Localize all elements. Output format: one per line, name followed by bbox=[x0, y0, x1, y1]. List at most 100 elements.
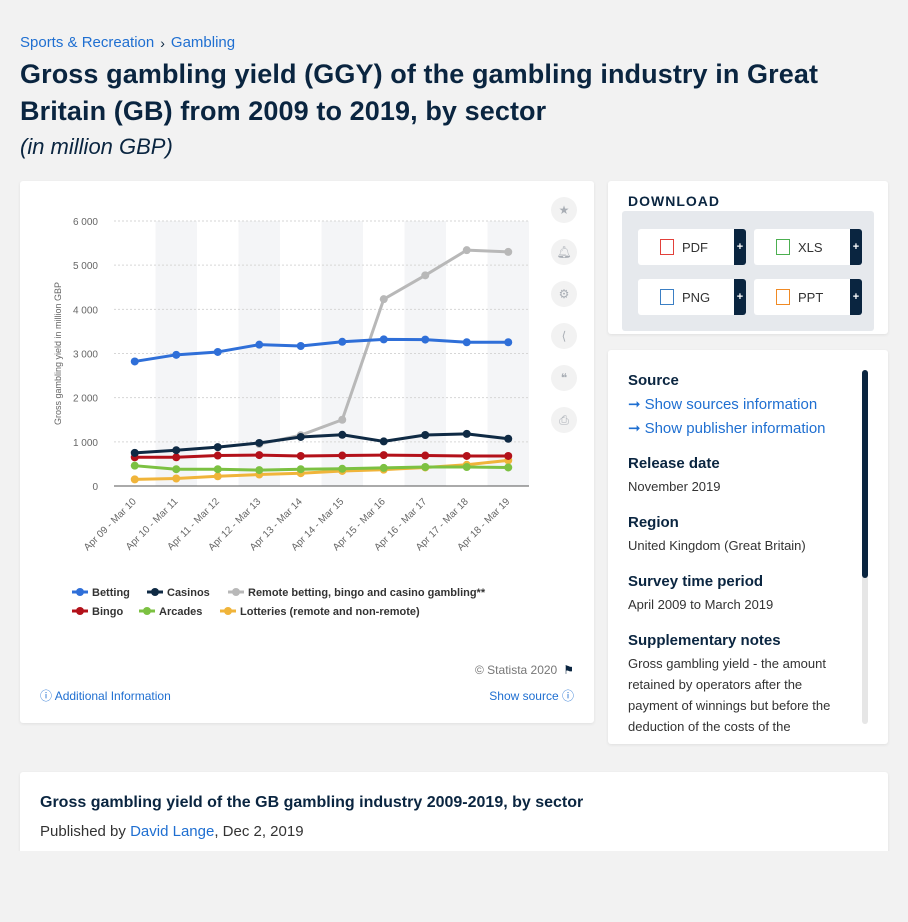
data-point bbox=[255, 340, 264, 349]
breadcrumb-item-sports[interactable]: Sports & Recreation bbox=[20, 34, 155, 51]
ppt-icon bbox=[776, 289, 790, 305]
data-point bbox=[255, 466, 264, 475]
info-scrollbar-thumb[interactable] bbox=[862, 370, 868, 578]
arrow-right-icon: ➞ bbox=[628, 396, 641, 413]
region-heading: Region bbox=[628, 514, 679, 531]
data-point bbox=[213, 347, 222, 356]
page-subtitle: (in million GBP) bbox=[20, 134, 173, 159]
source-heading: Source bbox=[628, 372, 679, 389]
y-tick-label: 5 000 bbox=[73, 261, 98, 272]
download-title: DOWNLOAD bbox=[628, 193, 720, 209]
data-point bbox=[296, 432, 305, 441]
breadcrumb-separator: › bbox=[160, 34, 165, 51]
legend-marker bbox=[232, 588, 240, 596]
y-axis-label: Gross gambling yield in million GBP bbox=[53, 282, 63, 425]
data-point bbox=[504, 463, 513, 472]
data-point bbox=[504, 338, 513, 347]
data-point bbox=[462, 429, 471, 438]
legend-label: Bingo bbox=[92, 606, 123, 618]
show-sources-link[interactable]: ➞ Show sources information bbox=[628, 393, 850, 417]
download-ppt-label: PPT bbox=[798, 289, 824, 305]
data-point bbox=[462, 463, 471, 472]
additional-info-label: Additional Information bbox=[54, 689, 171, 703]
legend-marker bbox=[224, 607, 232, 615]
download-xls-label: XLS bbox=[798, 239, 823, 255]
data-point bbox=[296, 451, 305, 460]
download-ppt-plus[interactable]: + bbox=[850, 279, 862, 315]
published-by-label: Published by bbox=[40, 823, 126, 840]
data-point bbox=[130, 475, 139, 484]
data-point bbox=[504, 247, 513, 256]
download-ppt-button[interactable]: PPT + bbox=[754, 279, 862, 315]
show-source-link[interactable]: Show source ⓘ bbox=[489, 687, 574, 704]
breadcrumb: Sports & Recreation › Gambling bbox=[20, 34, 235, 51]
data-point bbox=[379, 463, 388, 472]
bottom-band bbox=[0, 851, 908, 922]
data-point bbox=[130, 357, 139, 366]
data-point bbox=[255, 438, 264, 447]
additional-info-link[interactable]: ⓘ Additional Information bbox=[40, 687, 171, 704]
download-xls-button[interactable]: XLS + bbox=[754, 229, 862, 265]
info-card: Source ➞ Show sources information ➞ Show… bbox=[608, 350, 888, 744]
png-icon bbox=[660, 289, 674, 305]
data-point bbox=[338, 451, 347, 460]
chart-copyright: © Statista 2020 ⚑ bbox=[475, 663, 574, 677]
publication-title: Gross gambling yield of the GB gambling … bbox=[40, 794, 584, 811]
data-point bbox=[130, 448, 139, 457]
data-point bbox=[338, 415, 347, 424]
series-line bbox=[134, 464, 509, 472]
legend-label: Casinos bbox=[167, 587, 210, 599]
data-point bbox=[462, 246, 471, 255]
bell-icon[interactable]: 🔔︎ bbox=[551, 239, 577, 265]
release-value: November 2019 bbox=[628, 479, 721, 494]
show-publisher-link[interactable]: ➞ Show publisher information bbox=[628, 417, 850, 441]
series-line bbox=[134, 337, 509, 363]
download-pdf-button[interactable]: PDF + bbox=[638, 229, 746, 265]
download-png-plus[interactable]: + bbox=[734, 279, 746, 315]
download-pdf-plus[interactable]: + bbox=[734, 229, 746, 265]
survey-heading: Survey time period bbox=[628, 573, 764, 590]
data-point bbox=[255, 451, 264, 460]
data-point bbox=[296, 341, 305, 350]
breadcrumb-item-gambling[interactable]: Gambling bbox=[170, 34, 236, 51]
show-publisher-label: Show publisher information bbox=[644, 420, 826, 437]
pdf-icon bbox=[660, 239, 674, 255]
data-point bbox=[172, 453, 181, 462]
data-point bbox=[172, 474, 181, 483]
data-point bbox=[421, 463, 430, 472]
flag-icon[interactable]: ⚑ bbox=[563, 663, 574, 677]
series-line bbox=[134, 453, 509, 459]
quote-icon[interactable]: ❝ bbox=[551, 365, 577, 391]
y-tick-label: 3 000 bbox=[73, 350, 98, 361]
data-point bbox=[338, 337, 347, 346]
y-tick-label: 6 000 bbox=[73, 217, 98, 228]
release-heading: Release date bbox=[628, 455, 720, 472]
data-point bbox=[172, 465, 181, 474]
data-point bbox=[421, 271, 430, 280]
chart-toolbar: ★ 🔔︎ ⚙ ⟨ ❝ ⎙ bbox=[551, 197, 577, 449]
legend-label: Arcades bbox=[159, 606, 202, 618]
star-icon[interactable]: ★ bbox=[551, 197, 577, 223]
data-point bbox=[172, 350, 181, 359]
download-panel: PDF + XLS + PNG + PPT + bbox=[622, 211, 874, 331]
show-sources-label: Show sources information bbox=[644, 396, 818, 413]
download-card: DOWNLOAD PDF + XLS + PNG + PPT + bbox=[608, 181, 888, 334]
gear-icon[interactable]: ⚙ bbox=[551, 281, 577, 307]
info-icon: ⓘ bbox=[40, 689, 55, 703]
download-png-button[interactable]: PNG + bbox=[638, 279, 746, 315]
data-point bbox=[462, 338, 471, 347]
chart-svg: 0 1 000 2 000 3 000 4 000 5 000 6 000 Gross gam… bbox=[53, 217, 529, 618]
data-point bbox=[172, 446, 181, 455]
survey-value: April 2009 to March 2019 bbox=[628, 597, 774, 612]
notes-heading: Supplementary notes bbox=[628, 632, 781, 649]
print-icon[interactable]: ⎙ bbox=[551, 407, 577, 433]
publication-byline: Published by David Lange, Dec 2, 2019 bbox=[40, 823, 304, 840]
legend-marker bbox=[151, 588, 159, 596]
data-point bbox=[213, 465, 222, 474]
data-point bbox=[421, 451, 430, 460]
share-icon[interactable]: ⟨ bbox=[551, 323, 577, 349]
data-point bbox=[379, 451, 388, 460]
data-point bbox=[421, 335, 430, 344]
author-link[interactable]: David Lange bbox=[130, 823, 215, 840]
download-xls-plus[interactable]: + bbox=[850, 229, 862, 265]
